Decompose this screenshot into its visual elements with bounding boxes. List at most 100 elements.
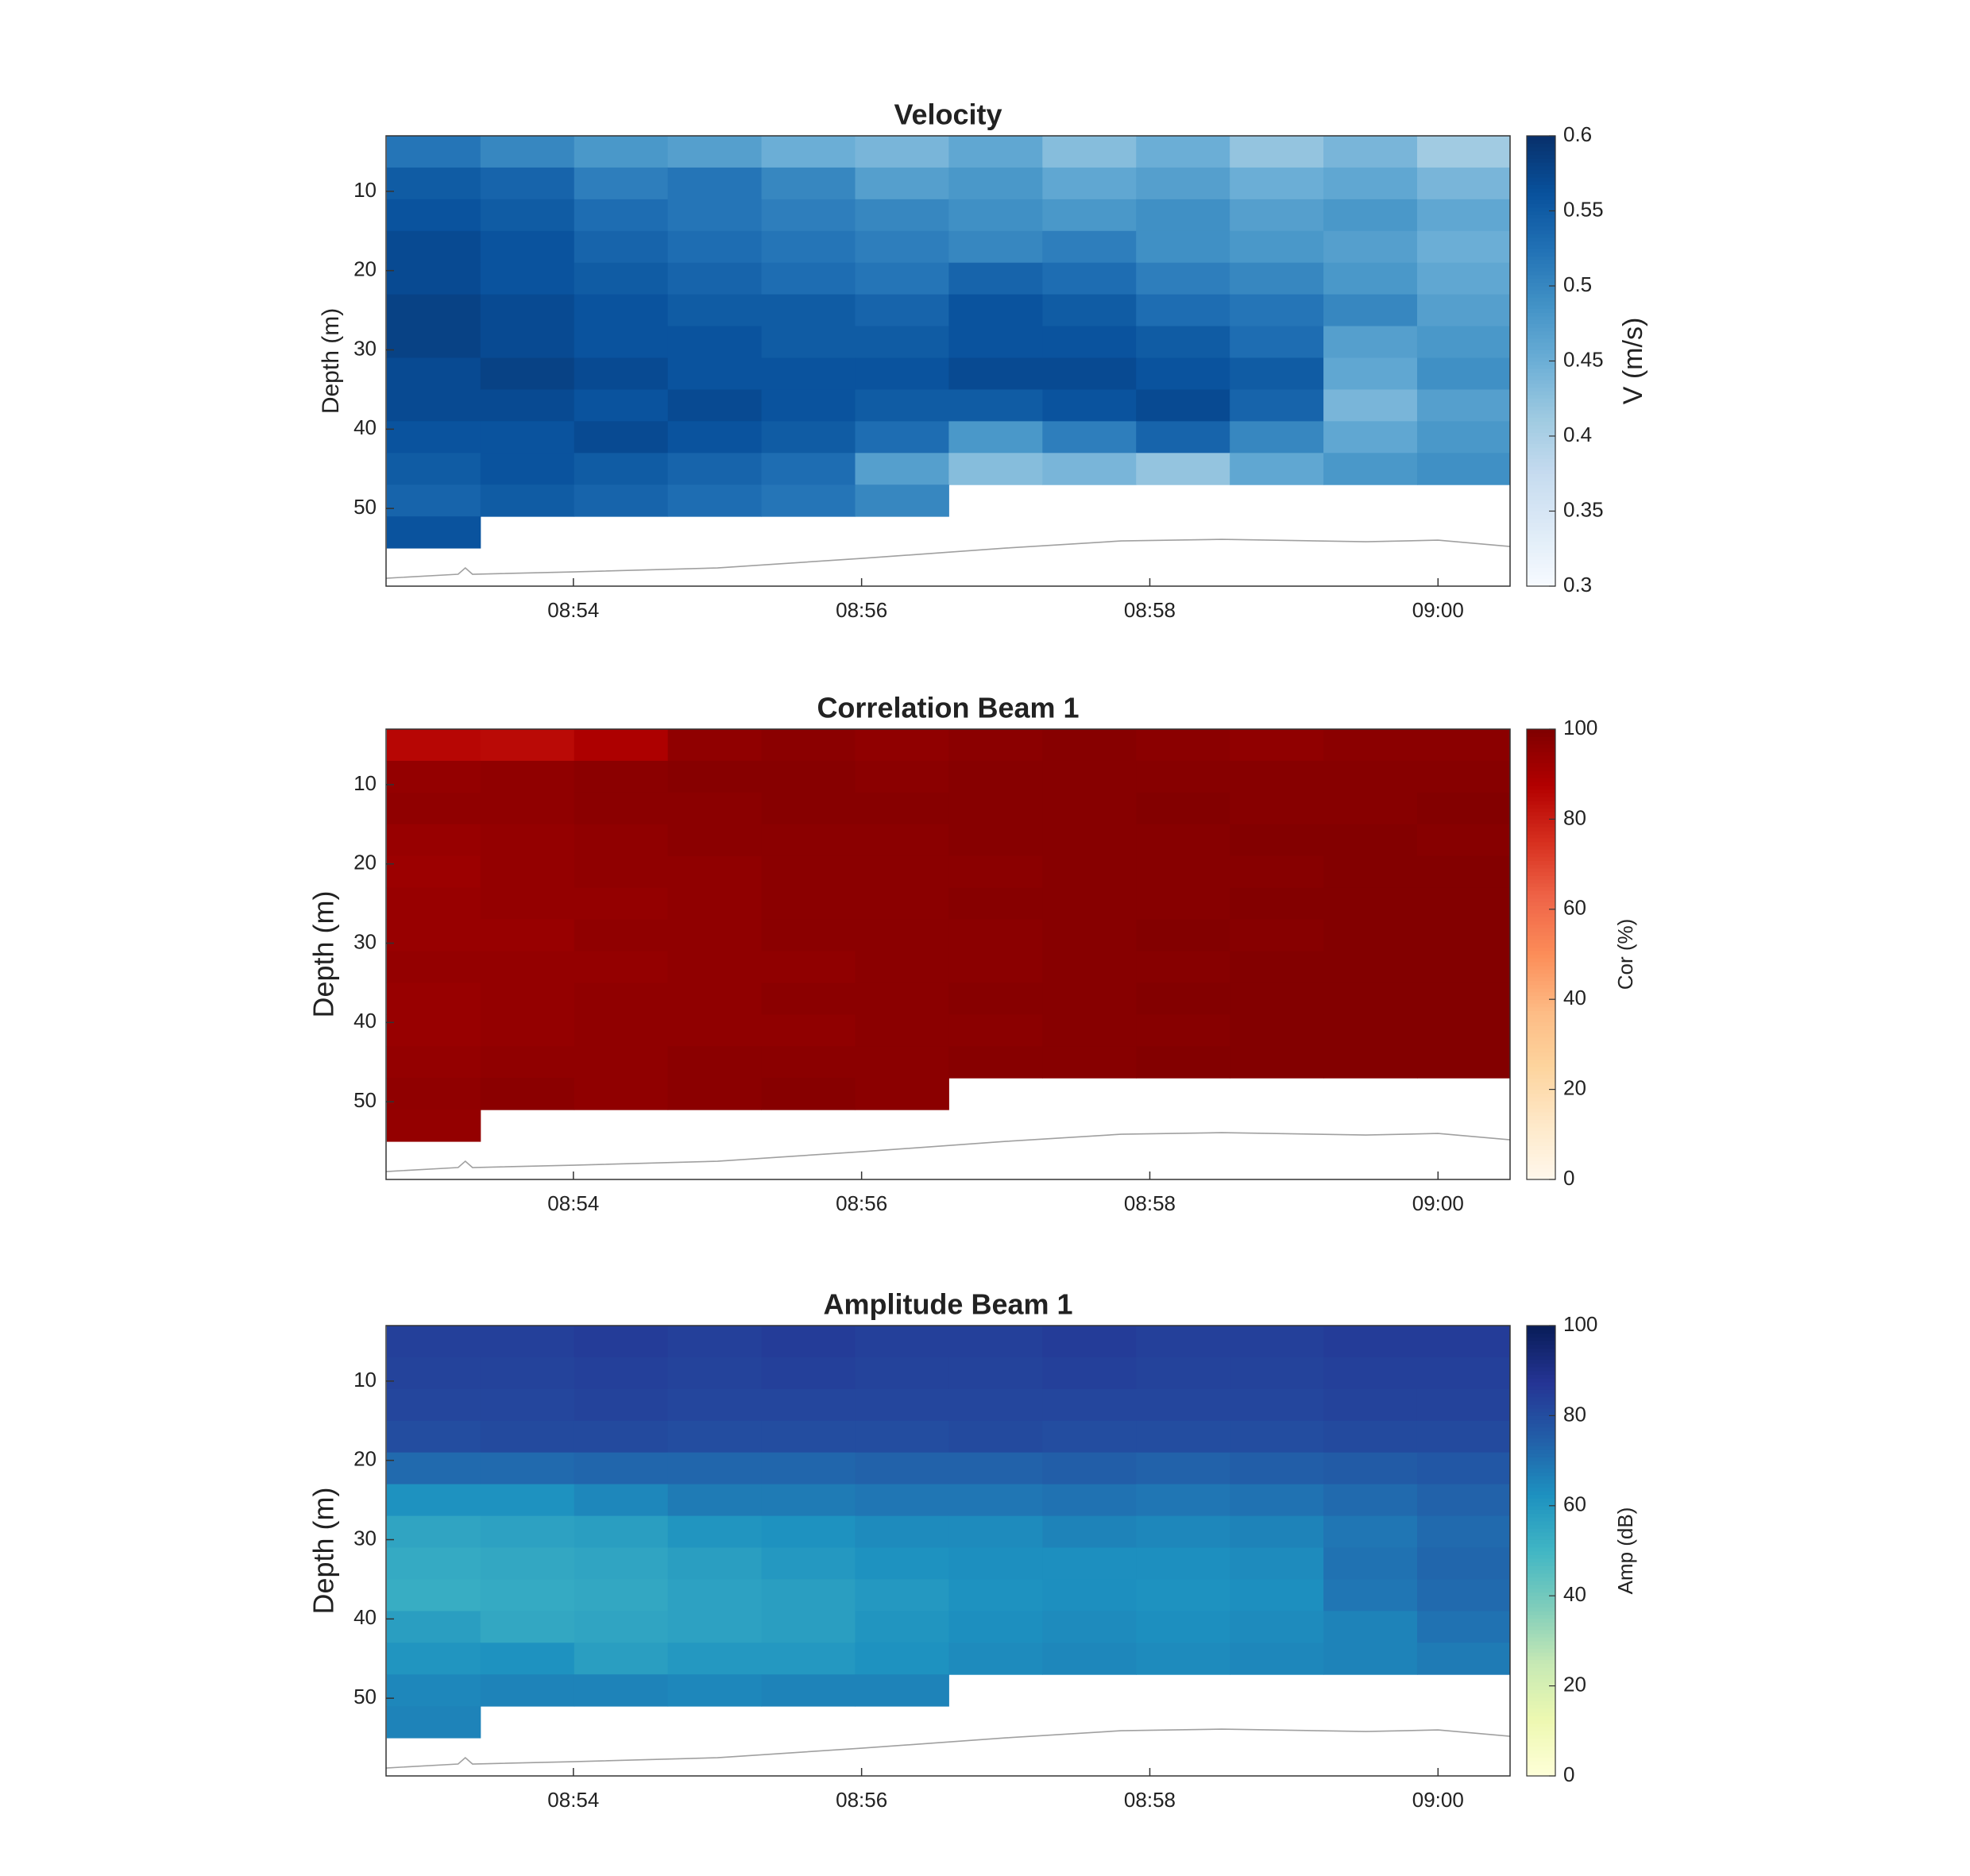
cell xyxy=(1042,1484,1137,1517)
colorbar-swatch xyxy=(1527,1607,1555,1612)
colorbar-swatch xyxy=(1527,413,1555,418)
colorbar-swatch xyxy=(1527,1130,1555,1135)
x-tick-label: 08:58 xyxy=(1124,598,1176,622)
cell xyxy=(1323,792,1418,825)
colorbar-swatch xyxy=(1527,1531,1555,1537)
colorbar-label: Amp (dB) xyxy=(1613,1507,1637,1595)
cell xyxy=(948,326,1043,359)
colorbar-swatch xyxy=(1527,1063,1555,1067)
cell xyxy=(480,1515,575,1549)
cell xyxy=(480,357,575,390)
cell xyxy=(1230,1388,1324,1422)
colorbar-swatch xyxy=(1527,218,1555,223)
colorbar-swatch xyxy=(1527,1385,1555,1390)
cell xyxy=(667,453,763,485)
cell xyxy=(948,453,1043,485)
colorbar-swatch xyxy=(1527,1592,1555,1596)
cell xyxy=(480,1674,575,1707)
cell xyxy=(667,1484,763,1517)
colorbar-swatch xyxy=(1527,274,1555,280)
cell xyxy=(386,1611,481,1643)
cell xyxy=(574,760,669,793)
cell xyxy=(1230,1420,1324,1453)
cell xyxy=(480,855,575,889)
colorbar-swatch xyxy=(1527,395,1555,400)
colorbar-swatch xyxy=(1527,785,1555,790)
colorbar-swatch xyxy=(1527,1052,1555,1056)
colorbar-swatch xyxy=(1527,894,1555,899)
cell xyxy=(855,1452,949,1485)
cell xyxy=(667,760,763,793)
bottom-line xyxy=(386,1728,1510,1769)
cell xyxy=(667,1014,763,1047)
cell xyxy=(667,326,763,359)
colorbar-swatch xyxy=(1527,1108,1555,1113)
colorbar-swatch xyxy=(1527,1516,1555,1522)
colorbar-swatch xyxy=(1527,214,1555,219)
cell xyxy=(761,326,856,359)
colorbar-swatch xyxy=(1527,1138,1555,1143)
cell xyxy=(948,199,1043,232)
colorbar-swatch xyxy=(1527,905,1555,910)
cell xyxy=(855,1014,949,1047)
cell xyxy=(1042,294,1137,327)
cell xyxy=(1323,1484,1418,1517)
cell xyxy=(1042,136,1137,168)
colorbar-swatch xyxy=(1527,504,1555,508)
cell xyxy=(480,1547,575,1580)
colorbar-swatch xyxy=(1527,1693,1555,1698)
colorbar-swatch xyxy=(1527,1577,1555,1581)
colorbar-swatch xyxy=(1527,1074,1555,1079)
y-tick-label: 20 xyxy=(353,257,377,281)
colorbar-swatch xyxy=(1527,286,1555,291)
cell xyxy=(1416,760,1510,793)
colorbar-swatch xyxy=(1527,383,1555,388)
colorbar-swatch xyxy=(1527,755,1555,760)
cell xyxy=(386,1420,481,1453)
colorbar-swatch xyxy=(1527,210,1555,215)
colorbar-swatch xyxy=(1527,326,1555,332)
cells xyxy=(386,136,1510,579)
colorbar-swatch xyxy=(1527,443,1555,448)
cell xyxy=(948,1420,1043,1453)
colorbar-swatch xyxy=(1527,297,1555,302)
colorbar-label: Cor (%) xyxy=(1613,919,1637,990)
cell xyxy=(855,1326,949,1358)
cell xyxy=(1136,326,1230,359)
cell xyxy=(855,421,949,454)
colorbar-swatch xyxy=(1527,1430,1555,1435)
colorbar-swatch xyxy=(1527,545,1555,550)
x-tick-label: 08:56 xyxy=(836,598,887,622)
colorbar-swatch xyxy=(1527,469,1555,474)
colorbar-swatch xyxy=(1527,1175,1555,1180)
cell xyxy=(761,982,856,1015)
colorbar-swatch xyxy=(1527,804,1555,809)
cell xyxy=(1230,421,1324,454)
cell xyxy=(1042,951,1137,983)
colorbar-swatch xyxy=(1527,1700,1555,1705)
colorbar-swatch xyxy=(1527,245,1555,249)
colorbar-swatch xyxy=(1527,1017,1555,1023)
colorbar-swatch xyxy=(1527,770,1555,775)
cell xyxy=(948,1452,1043,1485)
colorbar-swatch xyxy=(1527,954,1555,959)
cell xyxy=(386,729,481,762)
colorbar-swatch xyxy=(1527,1048,1555,1052)
cell xyxy=(761,1547,856,1580)
colorbar-swatch xyxy=(1527,353,1555,358)
cell xyxy=(1136,1420,1230,1453)
cell xyxy=(574,1420,669,1453)
cell xyxy=(386,1484,481,1517)
cell xyxy=(480,1611,575,1643)
colorbar-swatch xyxy=(1527,1359,1555,1364)
cell xyxy=(667,1326,763,1358)
colorbar-swatch xyxy=(1527,162,1555,167)
colorbar-swatch xyxy=(1527,1111,1555,1117)
colorbar-swatch xyxy=(1527,1585,1555,1589)
cell xyxy=(1323,1515,1418,1549)
cell xyxy=(1042,1579,1137,1612)
colorbar-swatch xyxy=(1527,458,1555,463)
cell xyxy=(948,1642,1043,1675)
cell xyxy=(1136,1611,1230,1643)
colorbar-swatch xyxy=(1527,267,1555,272)
